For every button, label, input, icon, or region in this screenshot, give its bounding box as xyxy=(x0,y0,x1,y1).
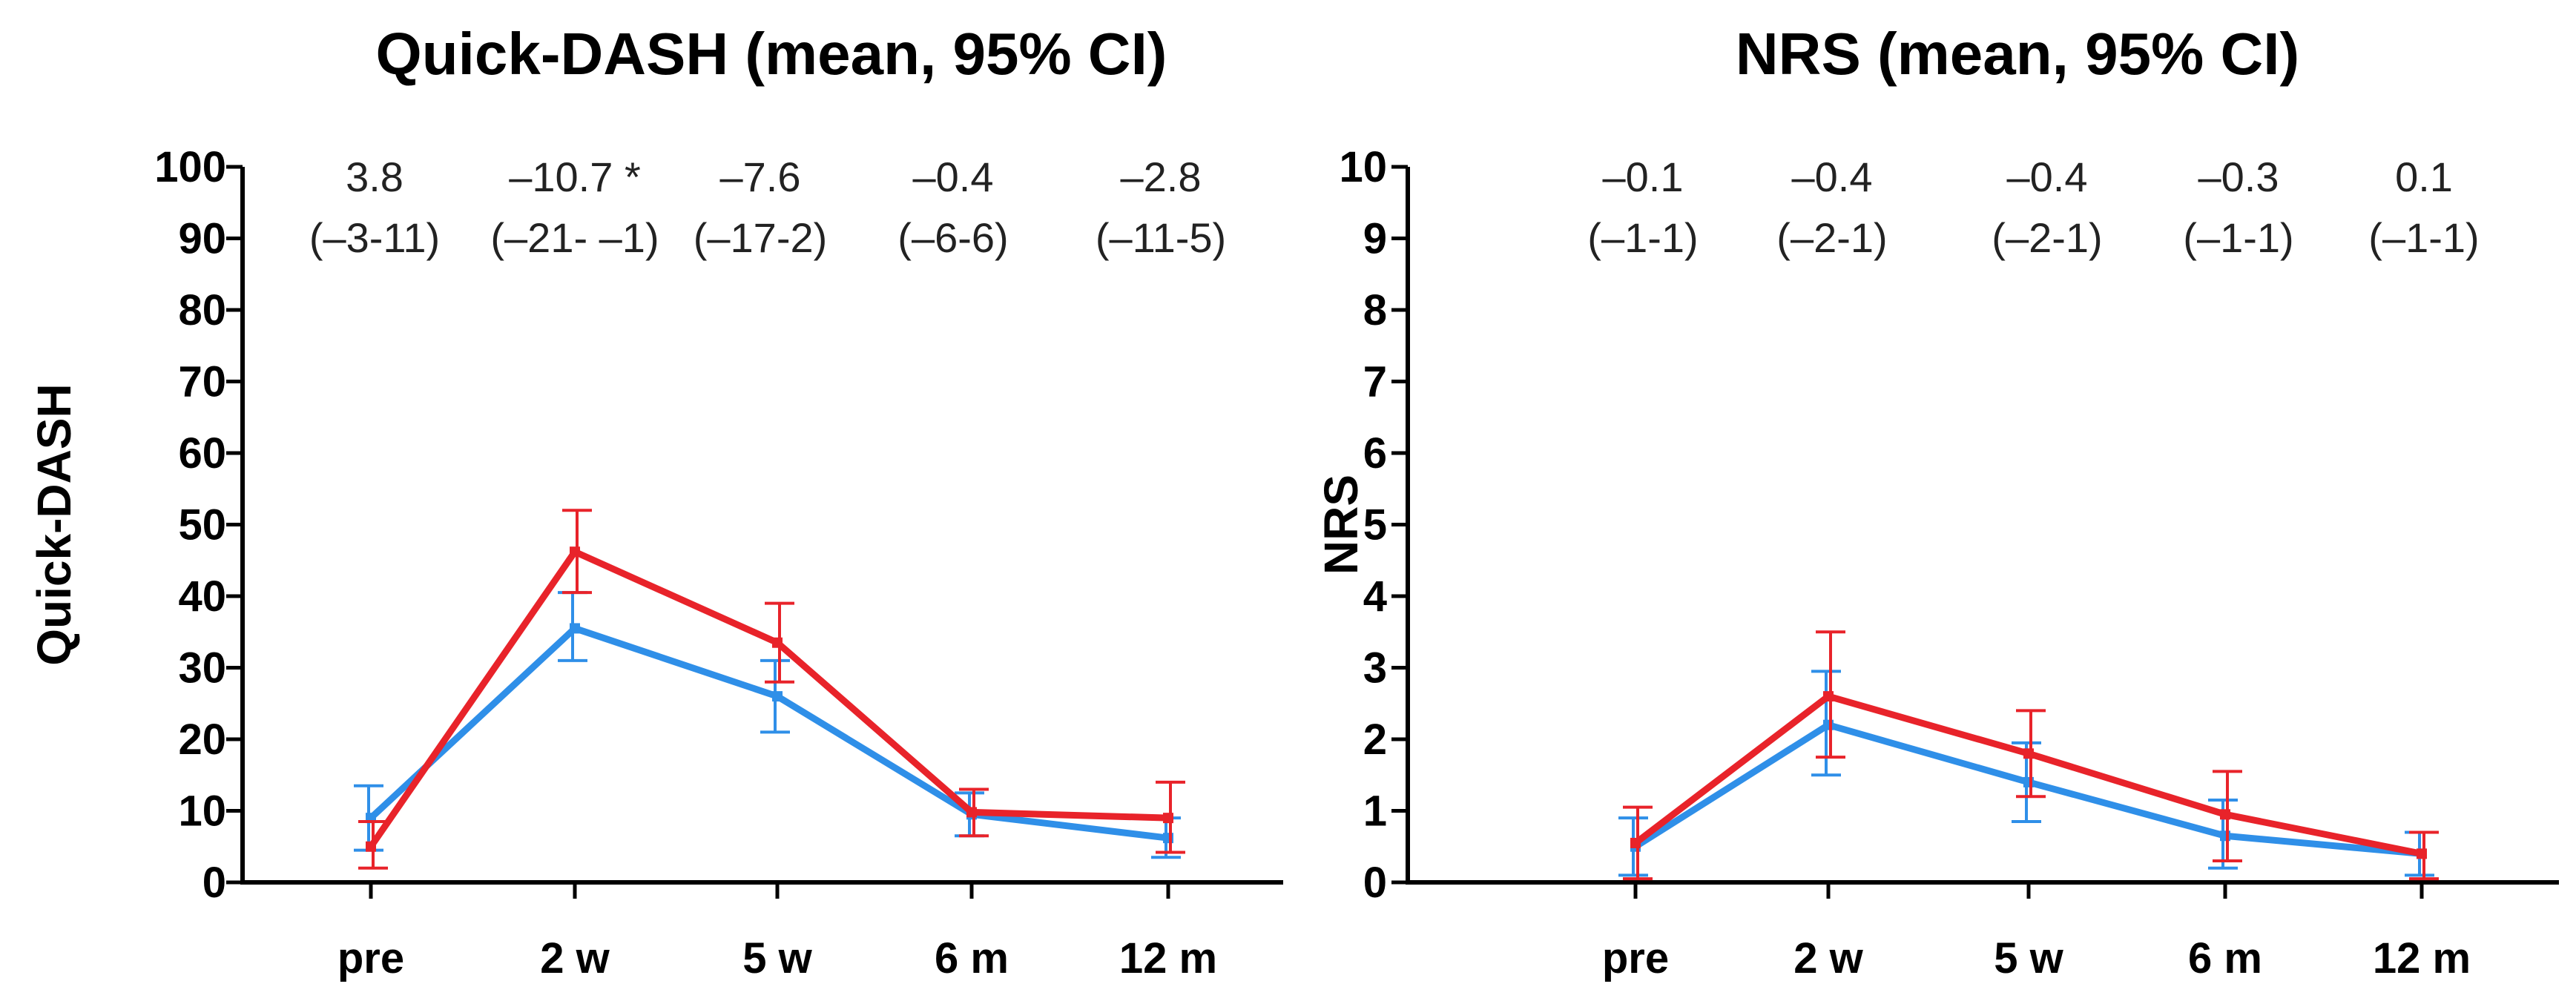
y-tick-label: 50 xyxy=(178,501,226,549)
y-tick-label: 6 xyxy=(1363,429,1387,478)
y-tick-label: 30 xyxy=(178,644,226,693)
difference-label: –10.7 * xyxy=(509,153,641,200)
y-axis-label: NRS xyxy=(1314,475,1368,575)
series-red xyxy=(1623,630,2439,881)
x-tick-label: 5 w xyxy=(742,934,812,982)
y-tick-label: 7 xyxy=(1363,358,1387,406)
data-point xyxy=(1163,813,1173,824)
y-tick-label: 9 xyxy=(1363,215,1387,263)
difference-label: –0.1 xyxy=(1603,153,1684,200)
y-tick-label: 8 xyxy=(1363,286,1387,334)
y-tick-label: 3 xyxy=(1363,644,1387,693)
data-point xyxy=(772,637,783,648)
x-tick-label: 6 m xyxy=(935,934,1009,982)
difference-label: 0.1 xyxy=(2395,153,2453,200)
difference-label: 3.8 xyxy=(346,153,403,200)
difference-ci-label: (–1-1) xyxy=(2183,214,2293,261)
x-tick-label: 2 w xyxy=(540,934,610,982)
y-tick-label: 10 xyxy=(178,787,226,836)
difference-ci-label: (–17-2) xyxy=(694,214,828,261)
difference-label: –7.6 xyxy=(720,153,801,200)
x-tick-label: 12 m xyxy=(2373,934,2471,982)
y-tick-label: 100 xyxy=(154,143,226,191)
x-tick-label: pre xyxy=(337,934,404,982)
difference-ci-label: (–11-5) xyxy=(1096,214,1226,261)
y-tick-label: 2 xyxy=(1363,716,1387,764)
y-tick-label: 70 xyxy=(178,358,226,406)
data-point xyxy=(2023,748,2034,759)
data-point xyxy=(2417,848,2427,859)
difference-label: –0.4 xyxy=(1792,153,1873,200)
data-point xyxy=(570,623,580,634)
difference-ci-label: (–21- –1) xyxy=(490,214,659,261)
y-tick-label: 0 xyxy=(1363,859,1387,907)
quick-dash-chart: Quick-DASH (mean, 95% CI) Quick-DASH 0 10 20… xyxy=(27,21,1283,982)
data-point xyxy=(772,691,783,702)
x-tick-label: 12 m xyxy=(1119,934,1217,982)
chart-title: NRS (mean, 95% CI) xyxy=(1736,21,2299,87)
series-blue xyxy=(1618,670,2434,877)
y-tick-label: 90 xyxy=(178,215,226,263)
difference-ci-label: (–2-1) xyxy=(1776,214,1887,261)
data-point xyxy=(570,546,580,558)
data-point xyxy=(2220,809,2230,820)
nrs-chart: NRS (mean, 95% CI) NRS 0 1 2 3 4 5 6 7 8 9 10 pre 2 w 5… xyxy=(1314,21,2559,982)
y-tick-label: 0 xyxy=(202,859,226,907)
chart-title: Quick-DASH (mean, 95% CI) xyxy=(376,21,1167,87)
data-point xyxy=(1823,691,1834,702)
difference-label: –0.3 xyxy=(2198,153,2279,200)
y-tick-label: 20 xyxy=(178,716,226,764)
series-red xyxy=(358,509,1185,870)
y-tick-label: 10 xyxy=(1339,143,1387,191)
difference-ci-label: (–2-1) xyxy=(1992,214,2102,261)
y-tick-label: 1 xyxy=(1363,787,1387,836)
difference-label: –2.8 xyxy=(1121,153,1202,200)
x-tick-label: pre xyxy=(1602,934,1669,982)
series-line xyxy=(367,548,1172,850)
difference-label: –0.4 xyxy=(2007,153,2088,200)
difference-ci-label: (–3-11) xyxy=(309,214,440,261)
y-tick-label: 5 xyxy=(1363,501,1387,549)
difference-label: –0.4 xyxy=(913,153,994,200)
y-axis-label: Quick-DASH xyxy=(27,383,81,666)
x-tick-label: 2 w xyxy=(1793,934,1863,982)
x-tick-label: 6 m xyxy=(2188,934,2262,982)
data-point xyxy=(1630,837,1641,848)
y-tick-label: 40 xyxy=(178,572,226,621)
difference-ci-label: (–1-1) xyxy=(1587,214,1698,261)
difference-ci-label: (–1-1) xyxy=(2368,214,2479,261)
x-tick-label: 5 w xyxy=(1994,934,2063,982)
y-tick-label: 60 xyxy=(178,429,226,478)
y-tick-label: 80 xyxy=(178,286,226,334)
data-point xyxy=(966,807,977,818)
data-point xyxy=(366,841,376,852)
difference-ci-label: (–6-6) xyxy=(897,214,1008,261)
y-tick-label: 4 xyxy=(1363,572,1387,621)
